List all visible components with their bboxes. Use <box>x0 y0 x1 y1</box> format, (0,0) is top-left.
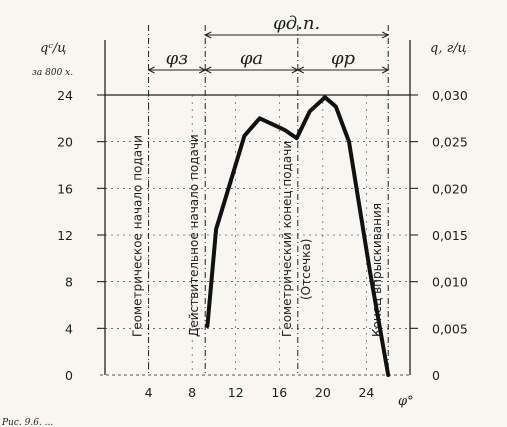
y-right-tick-label: 0,020 <box>432 181 468 196</box>
data-series <box>205 95 391 377</box>
vertical-marker-label: Геометрический конец подачи <box>280 141 294 337</box>
phase-bracket-label: φз <box>166 48 188 69</box>
y-right-tick-label: 0,030 <box>432 88 468 103</box>
phase-bracket-label: φд.п. <box>273 13 320 34</box>
y-left-tick-label: 8 <box>65 275 73 290</box>
y-left-tick-label: 20 <box>57 135 73 150</box>
vertical-marker-label: Геометрическое начало подачи <box>131 135 145 337</box>
y-left-tick-label: 24 <box>57 88 73 103</box>
x-tick-label: 4 <box>145 385 153 400</box>
y-right-tick-label: 0,010 <box>432 275 468 290</box>
phase-bracket-label: φp <box>331 48 356 69</box>
x-axis-label: φ° <box>398 394 414 409</box>
y-right-tick-labels: 0 0,005 0,010 0,015 0,020 0,025 0,030 <box>432 88 468 383</box>
y-right-tick-label: 0 <box>432 368 440 383</box>
cutoff-annotation: (Отсечка) <box>299 239 313 300</box>
series-line <box>205 95 391 377</box>
y-right-axis-label: q, г/ц <box>430 41 467 56</box>
y-left-tick-labels: 0 4 8 12 16 20 24 <box>57 88 73 383</box>
x-tick-label: 16 <box>271 385 287 400</box>
x-tick-label: 20 <box>315 385 331 400</box>
vertical-markers: Геометрическое начало подачи Действительн… <box>131 25 389 375</box>
plot-frame <box>97 40 418 376</box>
y-left-tick-label: 4 <box>65 321 73 336</box>
x-tick-label: 8 <box>188 385 196 400</box>
y-left-axis-unit: за 800 х. <box>32 68 73 78</box>
y-left-tick-label: 0 <box>65 368 73 383</box>
y-right-tick-label: 0,005 <box>432 321 468 336</box>
y-right-tick-label: 0,025 <box>432 135 468 150</box>
phase-brackets: φз φa φp φд.п. <box>147 13 390 74</box>
y-left-axis-label: qᶜ/ц <box>40 41 66 56</box>
y-right-tick-label: 0,015 <box>432 228 468 243</box>
vertical-marker-label: Действительное начало подачи <box>187 134 201 337</box>
y-left-tick-label: 12 <box>57 228 73 243</box>
phase-bracket-label: φa <box>240 48 263 69</box>
x-tick-label: 12 <box>228 385 244 400</box>
figure-caption: Рис. 9.6. ... <box>1 418 53 427</box>
y-left-tick-label: 16 <box>57 181 73 196</box>
x-tick-labels: 4 8 12 16 20 24 <box>145 385 375 400</box>
x-tick-label: 24 <box>358 385 374 400</box>
